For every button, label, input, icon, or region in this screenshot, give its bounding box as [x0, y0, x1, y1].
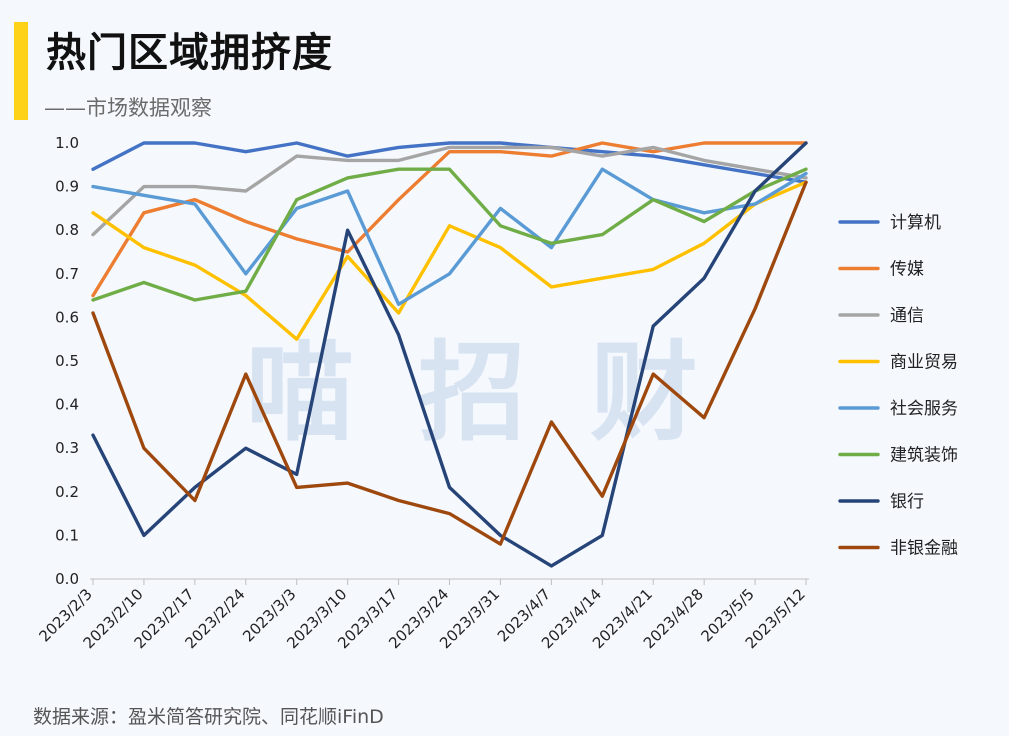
title-accent-bar: [14, 22, 28, 120]
chart-series: [91, 141, 808, 568]
y-tick-label: 0.7: [55, 265, 79, 283]
legend-label: 社会服务: [890, 399, 958, 419]
series-line-银行: [91, 141, 808, 568]
y-tick-label: 0.8: [55, 221, 79, 239]
page-subtitle: ——市场数据观察: [44, 96, 212, 120]
y-tick-label: 0.1: [55, 526, 79, 544]
legend-label: 商业贸易: [890, 353, 958, 373]
series-line-商业贸易: [91, 180, 808, 341]
y-tick-label: 0.0: [55, 570, 79, 588]
page-title: 热门区域拥挤度: [46, 30, 333, 76]
series-line-社会服务: [91, 167, 808, 306]
data-source-note: 数据来源：盈米简答研究院、同花顺iFinD: [33, 706, 384, 728]
legend-label: 计算机: [890, 213, 941, 233]
legend-label: 非银金融: [890, 539, 958, 559]
y-tick-label: 0.2: [55, 483, 79, 501]
legend-label: 通信: [890, 306, 924, 326]
series-line-计算机: [91, 141, 808, 184]
y-tick-label: 0.6: [55, 308, 79, 326]
y-tick-label: 0.9: [55, 178, 79, 196]
series-line-非银金融: [91, 180, 808, 546]
y-tick-label: 0.3: [55, 439, 79, 457]
series-line-通信: [91, 145, 808, 237]
series-line-传媒: [91, 141, 808, 298]
y-tick-label: 1.0: [55, 134, 79, 152]
y-tick-label: 0.4: [55, 396, 79, 414]
series-line-建筑装饰: [91, 167, 808, 302]
y-tick-label: 0.5: [55, 352, 79, 370]
legend-label: 建筑装饰: [890, 446, 958, 466]
legend-label: 银行: [890, 492, 924, 512]
legend-label: 传媒: [890, 260, 924, 280]
